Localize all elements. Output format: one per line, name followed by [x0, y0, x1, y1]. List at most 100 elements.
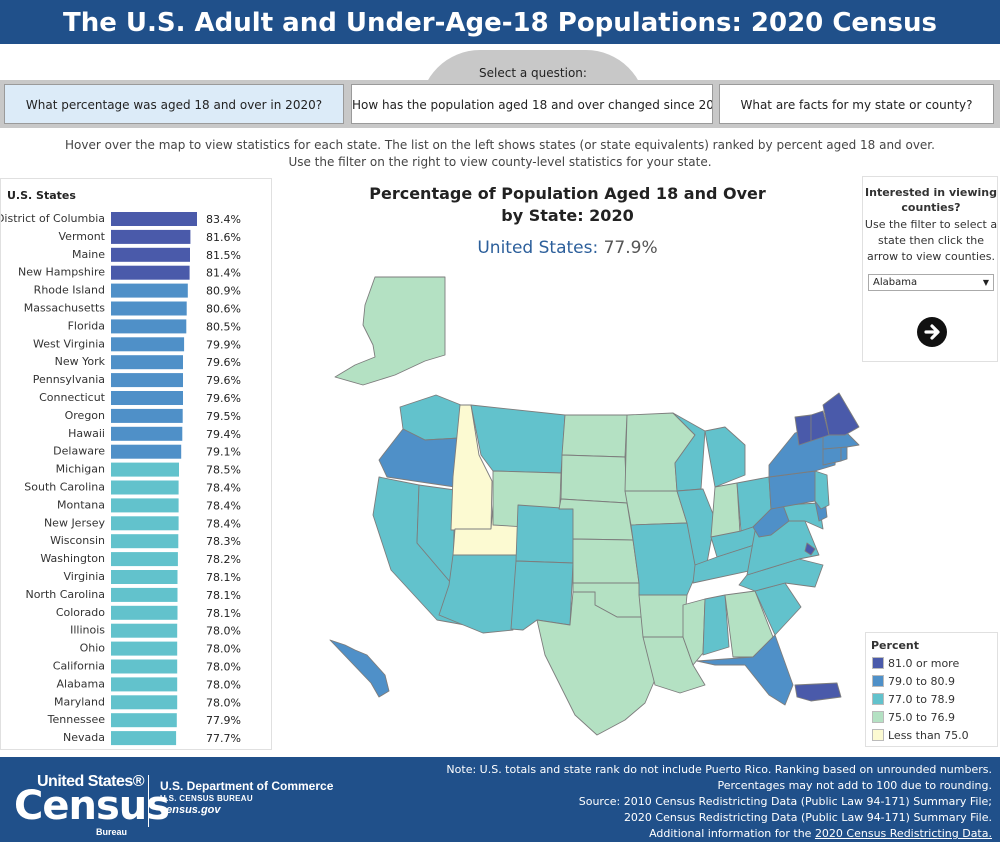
ranking-bar[interactable]	[111, 498, 179, 513]
legend-item: 77.0 to 78.9	[872, 693, 955, 707]
state-ks[interactable]	[572, 538, 640, 584]
ranking-bar[interactable]	[111, 408, 183, 423]
ranking-state-label: Virginia	[64, 570, 105, 583]
ranking-value-label: 78.4%	[206, 517, 241, 530]
state-nm[interactable]	[510, 560, 574, 631]
state-nd[interactable]	[561, 414, 628, 458]
state-al[interactable]	[702, 594, 730, 656]
ranking-state-label: Illinois	[70, 624, 105, 637]
ranking-bar[interactable]	[111, 534, 179, 549]
ranking-value-label: 81.4%	[206, 267, 241, 280]
map-title-line-1: Percentage of Population Aged 18 and Ove…	[369, 184, 766, 203]
ranking-bar[interactable]	[111, 570, 178, 584]
state-nj[interactable]	[814, 470, 830, 510]
ranking-list-title: U.S. States	[7, 189, 76, 202]
ranking-bar[interactable]	[111, 462, 179, 477]
ranking-bar[interactable]	[111, 247, 190, 262]
arrow-right-icon[interactable]	[917, 317, 947, 347]
state-ms[interactable]	[682, 598, 706, 666]
question-button-change-since-2010[interactable]: How has the population aged 18 and over …	[351, 84, 713, 124]
ranking-value-label: 79.6%	[206, 392, 241, 405]
ranking-bar[interactable]	[111, 373, 183, 388]
state-mi[interactable]	[704, 426, 746, 488]
state-mt[interactable]	[470, 404, 566, 474]
state-md[interactable]	[782, 502, 824, 530]
legend-item: 79.0 to 80.9	[872, 675, 955, 689]
ranking-state-label: Tennessee	[47, 713, 106, 726]
state-dc[interactable]	[804, 542, 816, 556]
state-ct[interactable]	[822, 446, 842, 466]
us-total-value: 77.9%	[603, 238, 658, 258]
ranking-bar[interactable]	[111, 695, 178, 710]
ranking-value-label: 78.1%	[206, 607, 241, 620]
state-co[interactable]	[515, 504, 576, 564]
ranking-state-label: Michigan	[56, 463, 105, 476]
ranking-value-label: 79.1%	[206, 446, 241, 459]
ranking-value-label: 78.0%	[206, 661, 241, 674]
ranking-bar[interactable]	[111, 731, 177, 746]
state-in[interactable]	[710, 482, 741, 538]
ranking-bar[interactable]	[111, 605, 178, 620]
ranking-value-label: 81.6%	[206, 231, 241, 244]
ranking-bar[interactable]	[111, 587, 178, 602]
ranking-bar[interactable]	[111, 355, 183, 370]
state-ar[interactable]	[638, 594, 688, 638]
us-choropleth-map[interactable]	[275, 265, 860, 750]
legend-swatch	[872, 711, 884, 723]
ranking-value-label: 77.9%	[206, 714, 241, 727]
state-hi[interactable]	[329, 639, 390, 698]
state-tx[interactable]	[536, 591, 658, 736]
footer-notes: Note: U.S. totals and state rank do not …	[432, 762, 992, 842]
bureau-name: U.S. CENSUS BUREAU	[160, 794, 253, 803]
ranking-bar[interactable]	[111, 623, 178, 638]
ranking-bar[interactable]	[111, 212, 197, 226]
ranking-value-label: 79.9%	[206, 338, 241, 351]
footer-note: 2020 Census Redistricting Data (Public L…	[623, 811, 992, 824]
ranking-value-label: 83.4%	[206, 213, 241, 226]
ranking-state-label: Washington	[40, 552, 105, 565]
ranking-bar[interactable]	[111, 265, 190, 280]
question-button-percent-18-over[interactable]: What percentage was aged 18 and over in …	[4, 84, 344, 124]
ranking-bar[interactable]	[111, 337, 185, 352]
state-fl[interactable]	[696, 634, 794, 706]
state-select[interactable]: Alabama ▼	[868, 274, 994, 291]
state-ri[interactable]	[840, 446, 848, 462]
footer-note: Additional information for the 2020 Cens…	[432, 826, 992, 842]
ranking-bar[interactable]	[111, 319, 187, 334]
ranking-bar[interactable]	[111, 426, 183, 441]
state-pr[interactable]	[794, 682, 842, 702]
ranking-bar[interactable]	[111, 444, 182, 459]
question-button-state-county-facts[interactable]: What are facts for my state or county?	[719, 84, 994, 124]
ranking-bar[interactable]	[111, 641, 178, 656]
state-sd[interactable]	[560, 454, 628, 504]
ranking-state-label: Maryland	[54, 695, 105, 708]
ranking-bar[interactable]	[111, 516, 179, 531]
ranking-bar[interactable]	[111, 391, 183, 405]
page-title: The U.S. Adult and Under-Age-18 Populati…	[0, 0, 1000, 44]
ranking-value-label: 80.9%	[206, 285, 241, 298]
state-ia[interactable]	[624, 490, 688, 526]
ranking-bar[interactable]	[111, 659, 178, 674]
state-nc[interactable]	[738, 558, 824, 592]
ranking-value-label: 78.0%	[206, 625, 241, 638]
ranking-bar[interactable]	[111, 677, 178, 692]
ranking-bar[interactable]	[111, 552, 178, 567]
ranking-bar[interactable]	[111, 283, 188, 298]
ranking-value-label: 77.7%	[206, 732, 241, 745]
question-prompt: Select a question:	[479, 66, 587, 80]
ranking-state-label: Alabama	[56, 677, 105, 690]
ranking-bar[interactable]	[111, 713, 177, 728]
ranking-bar[interactable]	[111, 301, 187, 316]
ranking-value-label: 78.0%	[206, 643, 241, 656]
state-ak[interactable]	[334, 276, 446, 386]
us-total: United States: 77.9%	[310, 238, 825, 258]
ranking-bar[interactable]	[111, 229, 191, 244]
state-me[interactable]	[822, 392, 860, 436]
map-legend: Percent 81.0 or more 79.0 to 80.9 77.0 t…	[865, 632, 998, 747]
ranking-state-label: South Carolina	[24, 481, 105, 494]
ranking-bar[interactable]	[111, 480, 179, 495]
ranking-value-label: 79.6%	[206, 374, 241, 387]
legend-swatch	[872, 693, 884, 705]
redistricting-data-link[interactable]: 2020 Census Redistricting Data.	[814, 827, 992, 840]
census-gov-link[interactable]: census.gov	[160, 804, 221, 816]
